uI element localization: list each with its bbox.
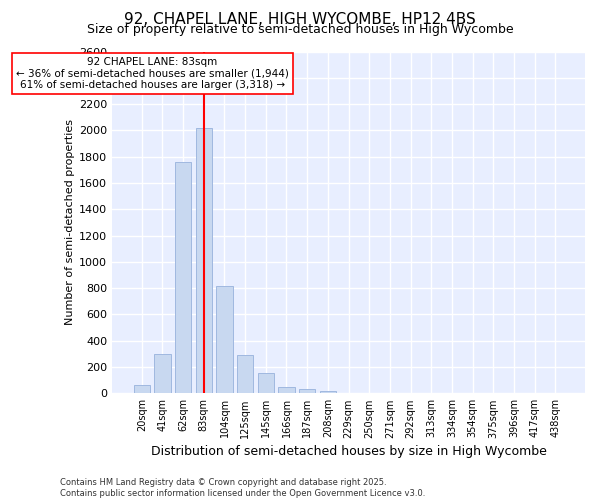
- Bar: [257, 373, 274, 394]
- Bar: [320, 390, 336, 394]
- Bar: [216, 286, 233, 394]
- Bar: [134, 386, 150, 394]
- Text: Contains HM Land Registry data © Crown copyright and database right 2025.
Contai: Contains HM Land Registry data © Crown c…: [60, 478, 425, 498]
- Bar: [237, 355, 253, 394]
- Y-axis label: Number of semi-detached properties: Number of semi-detached properties: [65, 120, 75, 326]
- Bar: [196, 128, 212, 394]
- X-axis label: Distribution of semi-detached houses by size in High Wycombe: Distribution of semi-detached houses by …: [151, 444, 547, 458]
- Text: 92 CHAPEL LANE: 83sqm
← 36% of semi-detached houses are smaller (1,944)
61% of s: 92 CHAPEL LANE: 83sqm ← 36% of semi-deta…: [16, 57, 289, 90]
- Text: Size of property relative to semi-detached houses in High Wycombe: Size of property relative to semi-detach…: [86, 22, 514, 36]
- Bar: [278, 386, 295, 394]
- Bar: [175, 162, 191, 394]
- Bar: [154, 354, 171, 394]
- Text: 92, CHAPEL LANE, HIGH WYCOMBE, HP12 4BS: 92, CHAPEL LANE, HIGH WYCOMBE, HP12 4BS: [124, 12, 476, 28]
- Bar: [299, 390, 316, 394]
